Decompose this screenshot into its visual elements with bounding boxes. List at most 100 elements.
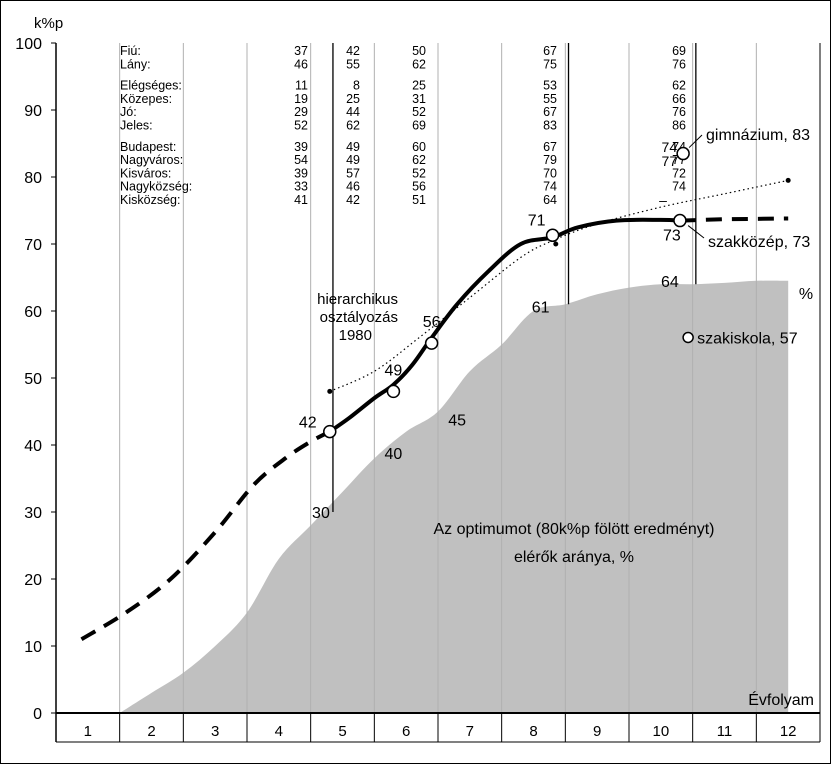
table-cell: 74 — [672, 180, 686, 194]
table-cell: 42 — [346, 44, 360, 58]
table-cell: 11 — [295, 79, 308, 93]
table-row-label: Kisközség: — [120, 193, 180, 207]
y-tick-label: 0 — [33, 706, 42, 723]
table-cell: 52 — [412, 105, 426, 119]
table-row-label: Nagyközség: — [120, 180, 192, 194]
table-cell: 39 — [294, 166, 308, 180]
gimnazium-marker — [676, 146, 690, 161]
x-tick-label: 7 — [466, 723, 474, 740]
dotted-series-label: hierarchikus — [317, 291, 398, 308]
table-cell: 67 — [543, 140, 557, 154]
table-cell: 79 — [543, 153, 557, 167]
table-cell: 60 — [412, 140, 426, 154]
x-tick-label: 8 — [529, 723, 537, 740]
table-cell: 49 — [346, 140, 360, 154]
main-series-marker-label: 73 — [663, 228, 681, 245]
table-cell: 55 — [346, 57, 360, 71]
table-cell: 31 — [412, 92, 426, 106]
table-cell: 51 — [412, 193, 426, 207]
table-row-label: Lány: — [120, 57, 151, 71]
labels-layer: 30 40 45 61 64 Az optimumot (80k%p fölött ere… — [312, 127, 813, 566]
table-cell: 64 — [543, 193, 557, 207]
gimnazium-label: gimnázium, 83 — [706, 127, 810, 144]
dotted-series-end-dot — [785, 177, 791, 183]
table-row-label: Budapest: — [120, 140, 176, 154]
area-description-label: elérők aránya, % — [514, 549, 634, 566]
y-tick-label: 90 — [24, 103, 42, 120]
table-cell: 39 — [294, 140, 308, 154]
table-cell: 86 — [672, 119, 686, 133]
y-tick-label: 10 — [24, 639, 42, 656]
dotted-series-line — [329, 179, 789, 392]
x-tick-label: 2 — [147, 723, 155, 740]
x-tick-label: 4 — [275, 723, 283, 740]
table-cell: 62 — [412, 57, 426, 71]
szakkozep-label: szakközép, 73 — [708, 234, 810, 251]
main-series-marker-label: 56 — [423, 314, 441, 331]
x-tick-label: 1 — [84, 723, 92, 740]
x-tick-label: 11 — [717, 723, 733, 740]
table-row-label: Elégséges: — [120, 79, 182, 93]
dotted-series-dot — [553, 241, 559, 247]
main-series-marker — [545, 228, 560, 243]
szakkozep-arrow — [687, 225, 705, 239]
main-series-marker-label: 42 — [299, 415, 317, 432]
y-axis-label: k%p — [34, 15, 63, 32]
x-tick-label: 12 — [780, 723, 797, 740]
szakiskola-marker — [682, 331, 694, 344]
table-cell: 67 — [543, 44, 557, 58]
y-tick-label: 100 — [15, 36, 42, 53]
y-tick-label: 40 — [24, 438, 42, 455]
table-row-label: Nagyváros: — [120, 153, 183, 167]
table-cell: 70 — [543, 166, 557, 180]
table-cell: 25 — [346, 92, 360, 106]
table-cell: 42 — [346, 193, 360, 207]
main-series-solid — [328, 217, 681, 434]
area-value-label: 61 — [532, 299, 550, 316]
table-cell: 83 — [543, 119, 557, 133]
table-cell: 55 — [543, 92, 557, 106]
x-tick-label: 5 — [338, 723, 346, 740]
area-value-label: 64 — [661, 274, 679, 291]
y-tick-label: 60 — [24, 304, 42, 321]
y-tick-label: 70 — [24, 237, 42, 254]
table-cell: 44 — [346, 105, 360, 119]
main-series-dashed-late — [679, 216, 789, 223]
table-row-label: Fiú: — [120, 44, 141, 58]
main-series-marker-label: 71 — [528, 212, 546, 229]
table-cell: 75 — [543, 57, 557, 71]
table-cell: 49 — [346, 153, 360, 167]
table-cell: 69 — [672, 44, 686, 58]
table-cell: 50 — [412, 44, 426, 58]
main-series-dashed-early — [80, 429, 331, 642]
main-series-marker — [386, 384, 401, 399]
table-cell: 62 — [412, 153, 426, 167]
table-cell: 76 — [672, 105, 686, 119]
table-cell: 29 — [294, 105, 308, 119]
table-cell: 67 — [543, 105, 557, 119]
table-cell: 52 — [294, 119, 308, 133]
table-row-label: Kisváros: — [120, 166, 171, 180]
area-value-label: 30 — [312, 505, 330, 522]
main-series-marker — [424, 336, 439, 350]
x-tick-label: 9 — [593, 723, 601, 740]
szakiskola-label: szakiskola, 57 — [697, 330, 798, 347]
table-cell: 25 — [412, 79, 426, 93]
table-cell: 41 — [294, 193, 308, 207]
table-row-label: Jó: — [120, 105, 137, 119]
table-cell: 57 — [346, 166, 360, 180]
table-cell: 46 — [294, 57, 308, 71]
y-tick-label: 30 — [24, 505, 42, 522]
x-tick-label: 6 — [402, 723, 410, 740]
table-cell: 46 — [346, 180, 360, 194]
table-row-label: Közepes: — [120, 92, 172, 106]
optimum-area — [119, 280, 789, 713]
table-cell: 62 — [672, 79, 686, 93]
grid-layer — [119, 43, 757, 713]
main-series-marker — [323, 424, 337, 439]
extra-label-77: 77 — [662, 153, 678, 169]
